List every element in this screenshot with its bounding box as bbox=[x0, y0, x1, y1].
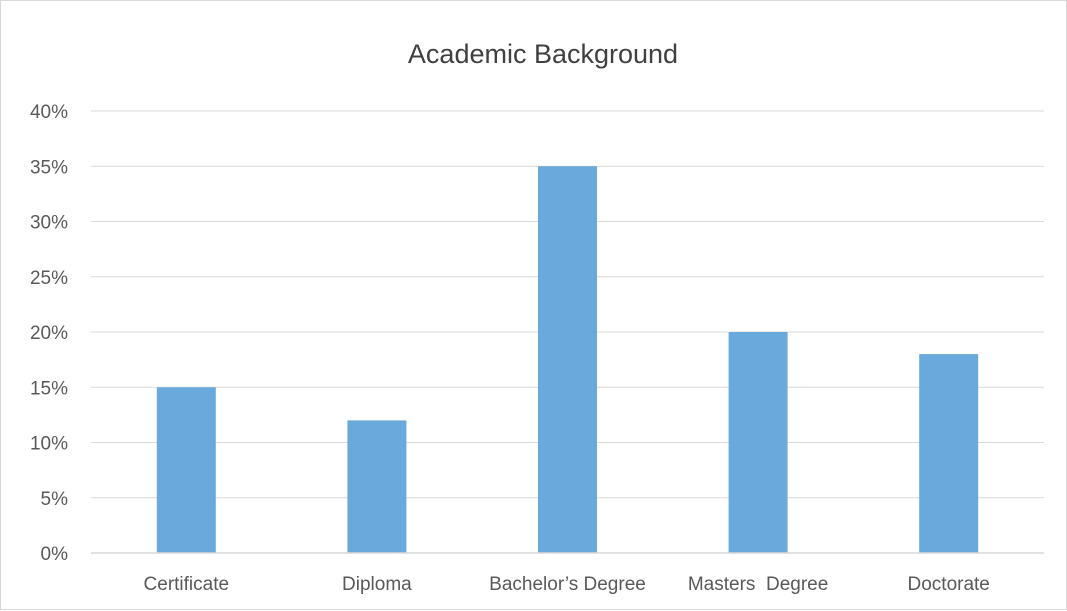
y-tick-label: 20% bbox=[30, 323, 68, 344]
bar bbox=[538, 166, 597, 553]
bar bbox=[156, 387, 216, 553]
y-tick-label: 40% bbox=[30, 102, 68, 123]
bar bbox=[347, 420, 407, 553]
y-tick-label: 15% bbox=[30, 378, 68, 399]
x-tick-label: Doctorate bbox=[908, 574, 990, 595]
y-tick-label: 30% bbox=[30, 213, 68, 234]
bar bbox=[728, 332, 788, 553]
bars bbox=[156, 166, 979, 553]
x-tick-label: Certificate bbox=[144, 574, 230, 595]
y-tick-label: 10% bbox=[30, 434, 68, 455]
x-tick-label: Bachelor’s Degree bbox=[489, 574, 646, 595]
bar bbox=[919, 354, 979, 553]
y-tick-label: 0% bbox=[41, 544, 69, 565]
chart-title: Academic Background bbox=[407, 39, 679, 69]
y-tick-label: 5% bbox=[41, 489, 69, 510]
y-tick-label: 25% bbox=[30, 268, 68, 289]
y-tick-label: 35% bbox=[30, 157, 68, 178]
x-axis-tick-labels: Certificate Diploma Bachelor’s Degree Maste… bbox=[144, 574, 990, 595]
x-tick-label: Diploma bbox=[342, 574, 412, 595]
x-tick-label: Masters Degree bbox=[688, 574, 828, 595]
y-axis-tick-labels: 0% 5% 10% 15% 20% 25% 30% 35% 40% bbox=[30, 102, 68, 565]
